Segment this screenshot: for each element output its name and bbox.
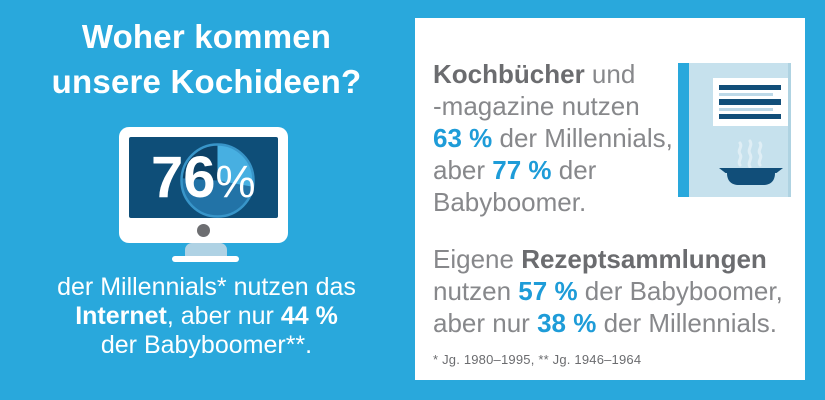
- p1-l4-rest: der: [551, 155, 597, 185]
- page-title-line1: Woher kommen: [81, 18, 332, 55]
- footnote: * Jg. 1980–1995, ** Jg. 1946–1964: [433, 352, 642, 367]
- cookbook-icon: [678, 63, 791, 197]
- stat-line1: der Millennials* nutzen das: [57, 273, 356, 301]
- stat-value: 76: [151, 145, 216, 210]
- book-page-edge: [788, 63, 791, 197]
- percent-sign: %: [215, 156, 256, 207]
- stat-38-percent: 38 %: [537, 308, 597, 338]
- info-card: Kochbücher und -magazine nutzen 63 % der…: [415, 18, 805, 380]
- camera-dot-icon: [197, 224, 210, 237]
- book-spine: [678, 63, 689, 197]
- rezeptsammlungen-label: Rezeptsammlungen: [521, 244, 767, 274]
- p1-l3-rest: der Millennials,: [492, 123, 673, 153]
- internet-stat-text: der Millennials* nutzen das Internet, ab…: [0, 273, 413, 360]
- monitor-icon: 76%: [119, 127, 288, 243]
- recipes-paragraph: Eigene Rezeptsammlungen nutzen 57 % der …: [433, 243, 783, 339]
- steam-icon: [737, 139, 763, 168]
- p2-l2-pre: nutzen: [433, 276, 519, 306]
- p1-l5: Babyboomer.: [433, 187, 587, 217]
- page-title: Woher kommen unsere Kochideen?: [0, 14, 413, 104]
- p1-l1-rest: und: [584, 59, 636, 89]
- internet-usage-stat: 76%: [151, 139, 256, 218]
- stat-57-percent: 57 %: [518, 276, 578, 306]
- stat-44-percent: 44 %: [280, 302, 338, 330]
- p2-l2-rest: der Babyboomer,: [577, 276, 783, 306]
- monitor-stand-neck: [185, 243, 227, 257]
- text-line-icon: [719, 93, 773, 96]
- p1-l2: -magazine nutzen: [433, 91, 640, 121]
- monitor-screen: 76%: [129, 137, 278, 218]
- stat-line3: der Babyboomer**.: [100, 331, 313, 359]
- stat-63-percent: 63 %: [433, 123, 493, 153]
- text-line-icon: [719, 85, 781, 90]
- p2-l3-pre: aber nur: [433, 308, 538, 338]
- monitor-stand-base: [172, 256, 239, 262]
- stat-line2-mid: , aber nur: [166, 302, 281, 330]
- stat-internet-label: Internet: [75, 302, 167, 330]
- stat-77-percent: 77 %: [492, 155, 552, 185]
- plate-icon: [719, 168, 783, 185]
- text-line-icon: [719, 108, 773, 111]
- kochbuecher-label: Kochbücher: [433, 59, 585, 89]
- p1-l4-pre: aber: [433, 155, 493, 185]
- book-title-label: [713, 78, 788, 126]
- p2-l3-rest: der Millennials.: [596, 308, 777, 338]
- cookbook-paragraph: Kochbücher und -magazine nutzen 63 % der…: [433, 58, 673, 218]
- left-panel: Woher kommen unsere Kochideen? 76%: [0, 14, 413, 360]
- p2-l1-pre: Eigene: [433, 244, 522, 274]
- text-line-icon: [719, 99, 781, 105]
- text-line-icon: [719, 114, 781, 119]
- pie-chart-icon: [180, 143, 255, 218]
- page-title-line2: unsere Kochideen?: [51, 63, 362, 100]
- book-cover: [689, 63, 791, 197]
